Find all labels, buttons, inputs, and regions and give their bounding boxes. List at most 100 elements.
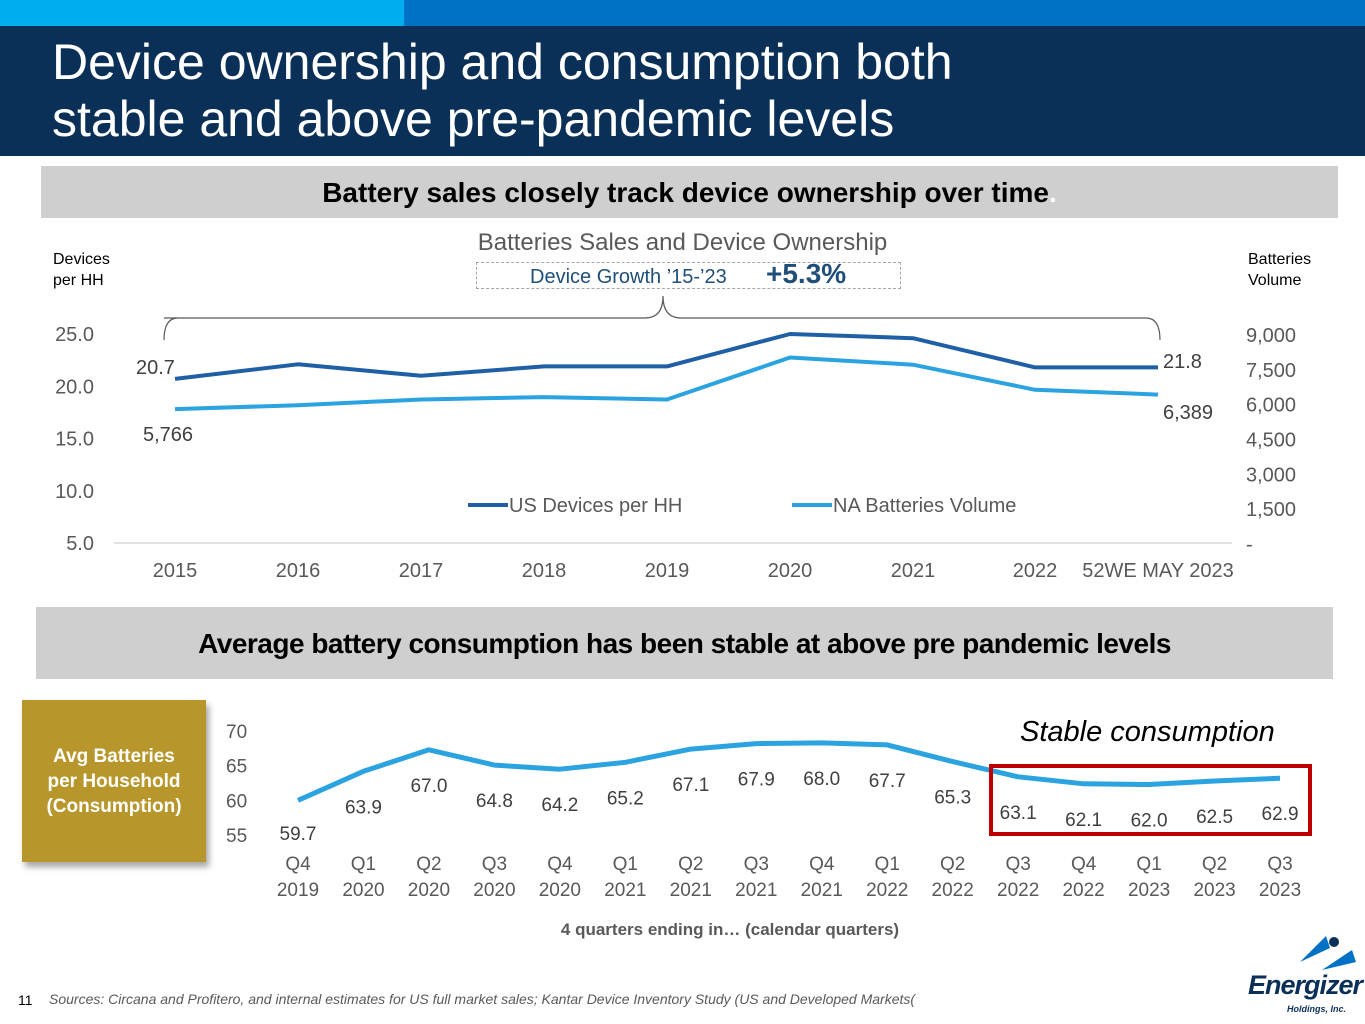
left-axis-tick: 15.0 bbox=[55, 429, 94, 451]
consumption-x-tick-year: 2022 bbox=[932, 880, 974, 901]
page-title: Device ownership and consumption both st… bbox=[52, 34, 1252, 148]
growth-value: +5.3% bbox=[766, 258, 847, 289]
consumption-data-label: 59.7 bbox=[280, 824, 317, 845]
right-axis-title-line-1: Batteries bbox=[1248, 251, 1312, 268]
consumption-x-tick-year: 2020 bbox=[473, 880, 515, 901]
consumption-x-tick-quarter: Q4 bbox=[809, 854, 835, 875]
consumption-x-tick-quarter: Q2 bbox=[1202, 854, 1227, 875]
right-axis-title: Batteries Volume bbox=[1248, 249, 1311, 291]
right-axis-tick: 4,500 bbox=[1246, 430, 1296, 452]
banner-period: . bbox=[1049, 177, 1057, 208]
consumption-data-label: 62.9 bbox=[1262, 804, 1299, 825]
consumption-x-tick-year: 2023 bbox=[1193, 880, 1235, 901]
consumption-x-tick-quarter: Q3 bbox=[1267, 854, 1292, 875]
left-axis-title: Devices per HH bbox=[53, 249, 110, 291]
consumption-data-label: 65.3 bbox=[934, 788, 971, 809]
chart1-svg: 25.0 20.0 15.0 10.0 5.0 9,000 7,500 6,000 4,500… bbox=[55, 295, 1296, 582]
x-axis-tick: 2021 bbox=[891, 560, 936, 582]
right-axis-tick: 1,500 bbox=[1246, 499, 1296, 521]
consumption-x-tick-year: 2021 bbox=[801, 880, 843, 901]
consumption-y-tick: 60 bbox=[226, 791, 247, 812]
consumption-data-label: 68.0 bbox=[803, 769, 840, 790]
consumption-data-label: 65.2 bbox=[607, 788, 644, 809]
left-axis-tick: 20.0 bbox=[55, 376, 94, 398]
consumption-x-tick-year: 2021 bbox=[670, 880, 712, 901]
banner-consumption: Average battery consumption has been sta… bbox=[36, 607, 1333, 679]
consumption-data-label: 67.7 bbox=[869, 771, 906, 792]
consumption-x-tick-quarter: Q4 bbox=[547, 854, 573, 875]
consumption-x-tick-quarter: Q3 bbox=[482, 854, 507, 875]
left-axis-title-line-1: Devices bbox=[53, 251, 110, 268]
legend-label-devices: US Devices per HH bbox=[509, 495, 682, 517]
right-axis-tick: 3,000 bbox=[1246, 464, 1296, 486]
consumption-line bbox=[296, 740, 1281, 803]
consumption-data-label: 64.2 bbox=[541, 795, 578, 816]
consumption-x-tick-quarter: Q2 bbox=[940, 854, 965, 875]
consumption-y-tick: 65 bbox=[226, 757, 247, 778]
end-volume-label: 6,389 bbox=[1163, 402, 1213, 424]
side-label-line-1: Avg Batteries bbox=[53, 745, 175, 767]
sources-note: Sources: Circana and Profitero, and inte… bbox=[49, 991, 916, 1007]
left-axis-tick: 10.0 bbox=[55, 481, 94, 503]
x-axis-tick: 2015 bbox=[153, 560, 198, 582]
logo-text: Energizer bbox=[1248, 970, 1363, 1000]
left-axis-tick: 25.0 bbox=[55, 324, 94, 346]
consumption-x-tick-quarter: Q4 bbox=[285, 854, 311, 875]
banner-device-ownership-text: Battery sales closely track device owner… bbox=[322, 177, 1049, 208]
side-label-box: Avg Batteries per Household (Consumption… bbox=[22, 700, 206, 862]
consumption-x-tick-quarter: Q4 bbox=[1071, 854, 1097, 875]
consumption-y-tick: 70 bbox=[226, 722, 247, 743]
left-axis-title-line-2: per HH bbox=[53, 272, 104, 289]
consumption-x-tick-year: 2020 bbox=[539, 880, 581, 901]
consumption-x-tick-year: 2020 bbox=[342, 880, 384, 901]
consumption-data-label: 62.1 bbox=[1065, 810, 1102, 831]
x-axis-tick: 2022 bbox=[1013, 560, 1058, 582]
consumption-y-tick: 55 bbox=[226, 826, 247, 847]
consumption-x-tick-year: 2023 bbox=[1128, 880, 1170, 901]
consumption-data-label: 67.1 bbox=[672, 775, 709, 796]
consumption-x-tick-year: 2023 bbox=[1259, 880, 1301, 901]
x-axis-tick: 2019 bbox=[645, 560, 690, 582]
right-axis-tick: 6,000 bbox=[1246, 395, 1296, 417]
right-axis-tick: 9,000 bbox=[1246, 325, 1296, 347]
title-line-1: Device ownership and consumption both bbox=[52, 34, 953, 90]
legend-label-volume: NA Batteries Volume bbox=[833, 495, 1016, 517]
consumption-x-tick-quarter: Q1 bbox=[1136, 854, 1161, 875]
consumption-x-tick-year: 2022 bbox=[866, 880, 908, 901]
side-label-line-2: per Household bbox=[47, 770, 181, 792]
growth-label: Device Growth ’15-’23 bbox=[530, 266, 727, 288]
chart2-svg: 70 65 60 55 59.7 63.9 67.0 64.8 64.2 65.2 67.1 67.… bbox=[226, 722, 1301, 901]
consumption-data-label: 62.5 bbox=[1196, 807, 1233, 828]
consumption-data-label: 62.0 bbox=[1131, 810, 1168, 831]
x-axis-tick: 2017 bbox=[399, 560, 444, 582]
consumption-data-label: 63.1 bbox=[1000, 803, 1037, 824]
page-number: 11 bbox=[18, 992, 33, 1008]
header bbox=[0, 26, 1365, 156]
consumption-x-tick-quarter: Q2 bbox=[416, 854, 441, 875]
consumption-x-tick-year: 2019 bbox=[277, 880, 319, 901]
consumption-x-tick-year: 2021 bbox=[735, 880, 777, 901]
series-line-batteries-volume bbox=[174, 355, 1159, 412]
x-axis-tick: 2018 bbox=[522, 560, 567, 582]
side-label-line-3: (Consumption) bbox=[46, 795, 182, 817]
consumption-x-tick-year: 2021 bbox=[604, 880, 646, 901]
consumption-data-label: 63.9 bbox=[345, 797, 382, 818]
consumption-x-tick-quarter: Q3 bbox=[1005, 854, 1030, 875]
banner-device-ownership: Battery sales closely track device owner… bbox=[41, 166, 1338, 218]
consumption-x-tick-quarter: Q1 bbox=[613, 854, 638, 875]
consumption-data-label: 67.0 bbox=[410, 776, 447, 797]
x-axis-tick: 2020 bbox=[768, 560, 813, 582]
right-axis-tick: - bbox=[1246, 534, 1253, 556]
consumption-data-label: 64.8 bbox=[476, 791, 513, 812]
x-axis-tick: 2016 bbox=[276, 560, 321, 582]
consumption-x-tick-quarter: Q2 bbox=[678, 854, 703, 875]
right-axis-tick: 7,500 bbox=[1246, 360, 1296, 382]
consumption-x-tick-quarter: Q1 bbox=[875, 854, 900, 875]
chart2-x-axis-title: 4 quarters ending in… (calendar quarters… bbox=[560, 920, 900, 939]
top-accent-bar bbox=[404, 0, 1365, 26]
growth-brace bbox=[163, 295, 1161, 341]
series-line-devices-per-hh bbox=[174, 332, 1158, 381]
right-axis-title-line-2: Volume bbox=[1248, 272, 1302, 289]
consumption-data-label: 67.9 bbox=[738, 770, 775, 791]
start-devices-label: 20.7 bbox=[136, 357, 175, 379]
